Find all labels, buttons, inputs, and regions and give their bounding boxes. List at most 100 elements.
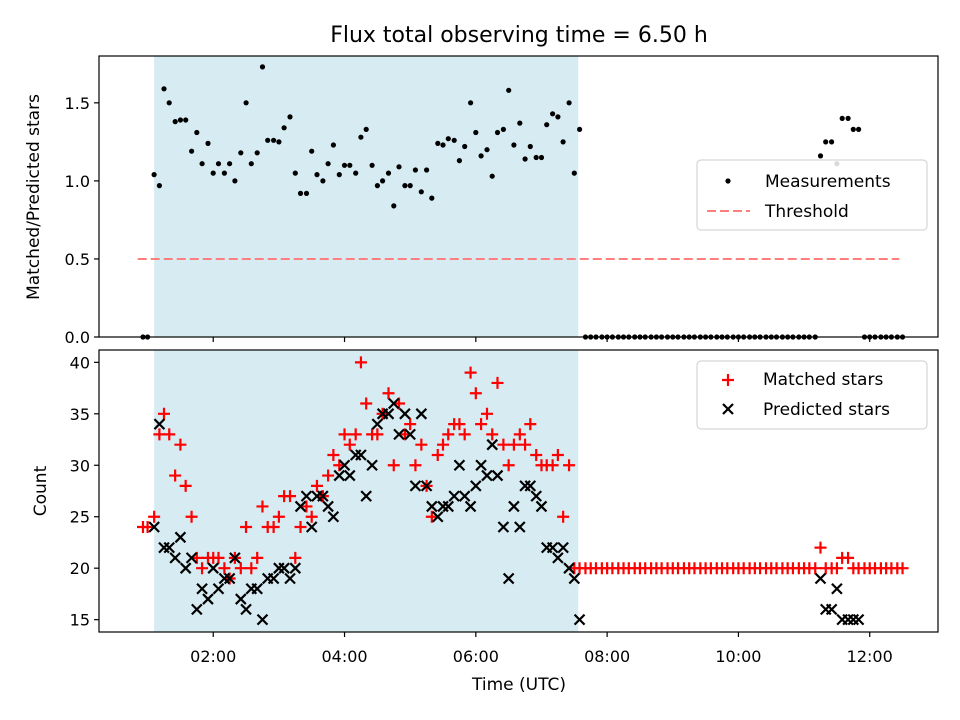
matched-star-point [814, 541, 827, 554]
measurement-point [314, 172, 320, 178]
measurement-point [309, 148, 315, 154]
predicted-star-point [366, 459, 378, 472]
matched-star-point [387, 459, 400, 472]
matched-star-point [513, 428, 526, 441]
measurement-point [254, 150, 260, 156]
predicted-star-point [563, 562, 575, 574]
chart-title: Flux total observing time = 6.50 h [330, 23, 708, 48]
measurement-point [817, 153, 824, 159]
measurement-point [473, 129, 479, 136]
predicted-star-point [448, 490, 460, 502]
measurement-point [380, 178, 386, 184]
measurement-point [347, 162, 353, 168]
predicted-star-point [294, 500, 307, 513]
predicted-star-point [305, 521, 318, 533]
matched-star-point [251, 551, 264, 564]
measurement-point [243, 100, 249, 106]
x-axis-label: Time (UTC) [471, 675, 566, 695]
predicted-star-point [212, 582, 225, 595]
predicted-star-point [202, 593, 214, 605]
measurement-point [396, 164, 402, 170]
predicted-star-point [284, 572, 296, 585]
count-y-ticks: 15 20 25 30 35 40 [70, 353, 99, 630]
measurement-point [210, 170, 216, 176]
predicted-star-point [831, 582, 843, 595]
matched-star-point [179, 479, 192, 492]
measurement-point [462, 143, 468, 150]
matched-star-point [480, 407, 493, 420]
measurement-point [506, 87, 512, 93]
legend-predicted-label: Predicted stars [763, 400, 890, 420]
ratio-axes-frame [98, 55, 939, 338]
measurement-point [489, 173, 495, 179]
predicted-star-point [470, 480, 482, 492]
matched-star-point [163, 428, 176, 441]
measurement-point [555, 114, 561, 120]
measurement-point [823, 139, 829, 145]
observing-window-ratio [154, 56, 579, 337]
measurement-point [839, 115, 845, 121]
x-tick-label: 08:00 [584, 647, 630, 666]
matched-star-point [289, 551, 302, 564]
measurement-point [571, 170, 577, 176]
x-tick-label: 10:00 [715, 647, 761, 666]
predicted-star-point [300, 490, 313, 502]
matched-star-point [148, 510, 161, 523]
measurement-point [287, 114, 293, 120]
predicted-star-point [153, 418, 166, 430]
predicted-star-point [852, 613, 865, 626]
matched-star-point [327, 448, 340, 461]
predicted-star-point [399, 408, 411, 420]
predicted-star-point [491, 469, 504, 482]
measurement-point [292, 170, 298, 176]
predicted-star-point [371, 418, 384, 430]
predicted-star-point [458, 490, 471, 502]
predicted-star-point [148, 521, 160, 533]
measurement-point [358, 134, 364, 140]
measurement-point [468, 100, 474, 106]
measurement-point [845, 115, 851, 121]
measurement-point [199, 161, 205, 167]
matched-star-point [218, 562, 231, 575]
measurement-point [402, 183, 408, 189]
predicted-star-point [163, 541, 176, 554]
matched-star-point [310, 479, 323, 492]
measurement-point [385, 170, 392, 176]
measurement-point [336, 172, 342, 178]
matched-star-point [563, 459, 576, 472]
predicted-star-point [404, 428, 416, 441]
measurement-point [303, 190, 310, 196]
predicted-star-point [278, 562, 290, 574]
matched-star-point [174, 438, 187, 451]
predicted-star-point [267, 572, 280, 585]
predicted-star-point [317, 490, 329, 502]
predicted-star-point [524, 480, 537, 492]
predicted-star-point [514, 521, 526, 533]
matched-star-point [300, 500, 313, 513]
measurement-point [407, 183, 413, 189]
measurement-point [829, 139, 835, 145]
predicted-star-point [355, 449, 367, 461]
predicted-star-point [207, 562, 220, 574]
predicted-star-point [196, 582, 208, 595]
predicted-star-point [530, 490, 543, 502]
matched-star-point [896, 562, 909, 575]
predicted-star-point [409, 480, 422, 492]
predicted-star-point [431, 510, 444, 523]
measurement-point [221, 170, 227, 176]
matched-star-point [464, 366, 477, 379]
ratio-legend-box [696, 159, 928, 231]
measurement-point [527, 143, 533, 150]
measurement-point [566, 100, 572, 106]
measurement-point [577, 126, 583, 132]
matched-star-point [382, 387, 395, 400]
measurement-point [248, 161, 254, 167]
matched-star-point [305, 510, 318, 523]
predicted-star-point [557, 541, 569, 554]
matched-star-point [196, 562, 209, 575]
matched-star-point [519, 438, 532, 451]
y-tick-label: 1.5 [65, 94, 90, 113]
matched-star-point [524, 418, 537, 431]
measurement-point [369, 162, 375, 168]
predicted-star-point [573, 613, 586, 626]
